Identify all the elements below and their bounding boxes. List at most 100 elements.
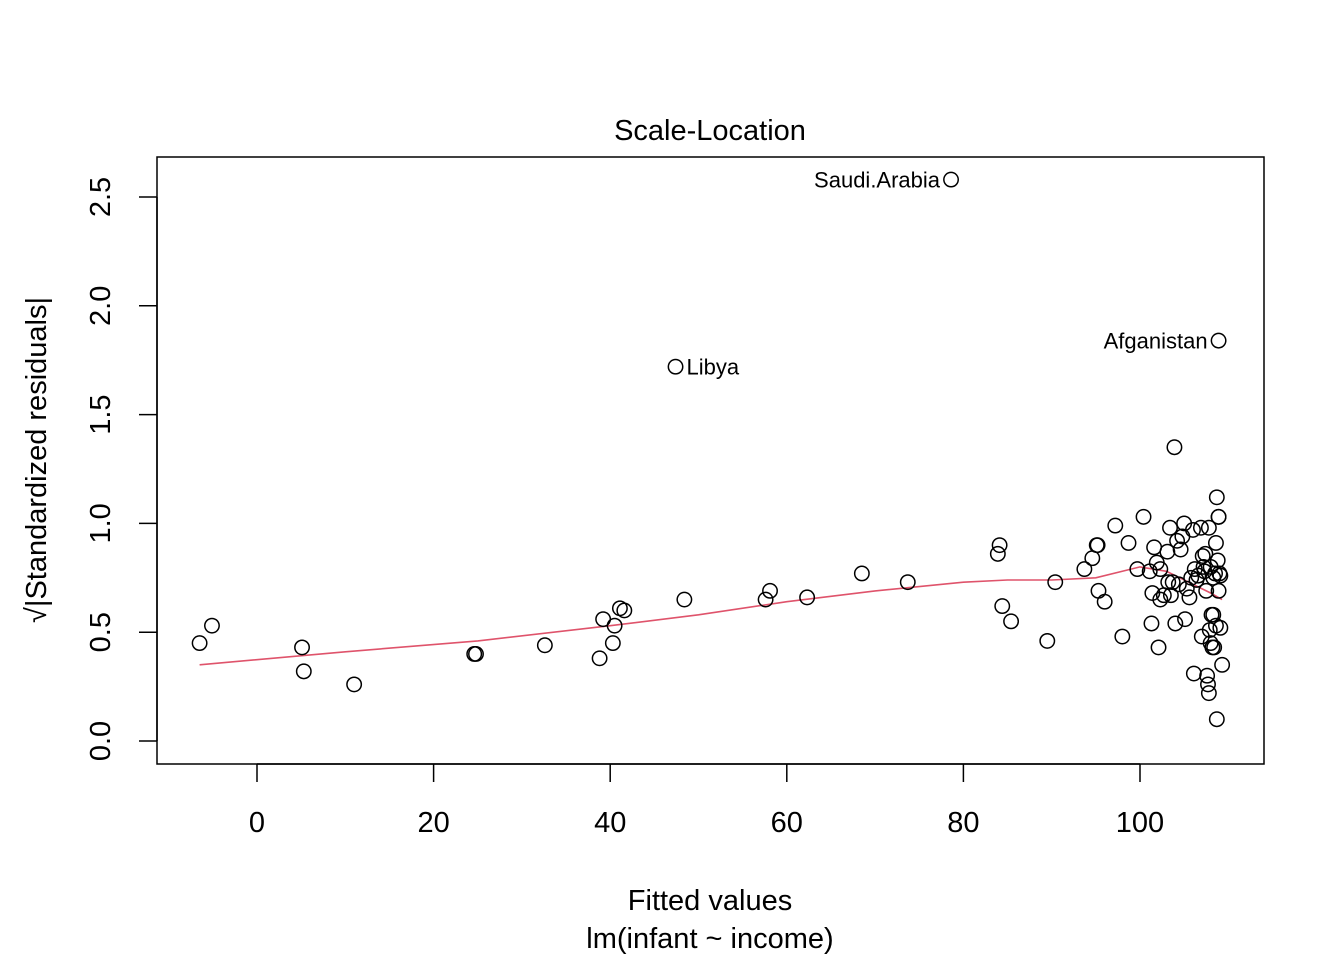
data-point [536,637,553,654]
data-point [1185,521,1201,538]
data-point [616,602,633,619]
data-point [191,635,208,652]
y-axis: 0.0 0.5 1.0 1.5 2.0 2.5 [85,177,158,761]
data-point [1177,611,1193,628]
data-point [1172,541,1189,558]
x-tick-label: 20 [417,807,449,839]
data-point [1120,535,1137,551]
data-point [762,582,778,599]
data-point [1170,576,1187,593]
data-point [1129,561,1146,578]
data-point [1214,656,1231,673]
data-point [1003,613,1020,630]
data-point [468,646,484,662]
y-tick-label: 1.5 [85,394,117,434]
data-point [1208,489,1225,506]
data-point [1159,543,1176,560]
data-point [591,650,608,667]
data-point [295,663,312,680]
y-tick-label: 0.0 [85,721,117,761]
points-layer [191,171,1231,728]
x-axis: 0 20 40 60 80 100 [249,763,1164,839]
data-point [1194,548,1211,564]
data-point [1181,589,1198,606]
smooth-line [199,566,1223,666]
chart-title: Scale-Location [614,115,806,147]
point-label: Saudi.Arabia [814,168,941,193]
data-point [1205,606,1222,623]
data-point [346,676,363,693]
y-tick-label: 2.5 [85,177,117,217]
data-point [1107,517,1124,534]
point-label: Libya [687,355,740,380]
data-point [1167,615,1184,632]
y-tick-label: 2.0 [85,286,117,326]
data-point [899,574,916,591]
x-axis-label: Fitted values [628,885,792,917]
x-tick-label: 100 [1116,807,1164,839]
data-point [1200,676,1216,693]
data-point [1039,632,1056,649]
y-axis-label: √|Standardized residuals| [21,297,53,623]
data-point [1076,561,1093,578]
point-label: Afganistan [1104,329,1208,354]
data-point [606,617,623,634]
data-point [1185,665,1202,682]
data-point [1162,587,1179,604]
data-point [1143,615,1160,632]
data-point [1200,519,1217,536]
data-point [799,589,816,606]
data-point [994,598,1011,615]
data-point [1164,574,1181,591]
data-point [989,545,1006,562]
plot-frame [156,156,1265,765]
data-point [1114,628,1131,645]
data-point [676,591,693,608]
data-point [1192,519,1209,536]
data-point [1152,561,1169,578]
data-point [1210,332,1227,349]
data-point [1212,567,1229,584]
data-point [1210,508,1227,525]
data-point [1089,537,1106,554]
x-tick-label: 40 [594,807,626,839]
data-point [1209,552,1226,569]
data-point [1200,685,1217,702]
data-point [1169,532,1186,549]
data-point [943,171,959,188]
data-point [991,537,1008,554]
y-tick-label: 1.0 [85,503,117,543]
x-tick-label: 60 [771,807,803,839]
data-point [1208,711,1225,728]
data-point [1166,439,1183,456]
data-point [853,565,870,582]
data-point [1152,591,1169,608]
x-tick-label: 0 [249,807,265,839]
data-point [757,591,774,608]
data-point [294,639,310,656]
data-point [1199,667,1216,684]
data-point [1212,619,1229,636]
model-formula-label: lm(infant ~ income) [586,923,833,955]
data-point [1178,580,1195,597]
data-point [1047,574,1064,591]
x-tick-label: 80 [947,807,979,839]
data-point [1207,535,1224,551]
data-point [1084,550,1101,567]
data-point [604,635,621,652]
data-point [1096,593,1113,610]
data-point [1146,539,1163,556]
data-point [1162,519,1178,536]
data-point [1160,574,1177,591]
data-point [1198,582,1215,599]
data-point [1210,582,1227,599]
data-point [204,617,220,634]
data-point [1206,639,1223,656]
point-labels-layer: Saudi.Arabia Afganistan Libya [687,168,1208,380]
data-point [1090,582,1107,599]
data-point [667,358,684,375]
data-point [1135,508,1152,525]
y-tick-label: 0.5 [85,612,117,652]
data-point [1150,639,1167,656]
